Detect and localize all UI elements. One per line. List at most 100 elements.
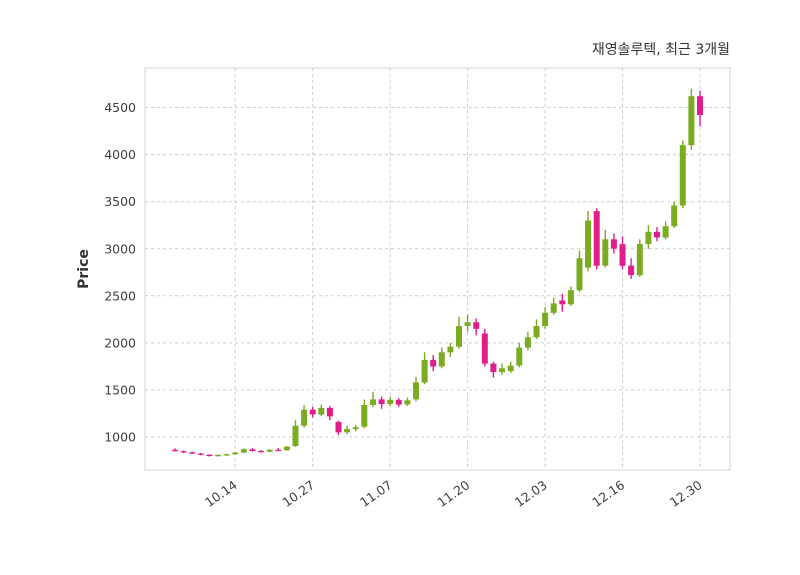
candle-body (301, 409, 308, 426)
candle-body (585, 220, 592, 268)
candle (490, 361, 497, 378)
candle-body (447, 346, 454, 353)
candle (559, 293, 566, 312)
candle (395, 398, 402, 407)
candle-body (697, 96, 703, 115)
candle-body (172, 449, 178, 452)
y-tick-label: 1000 (104, 430, 136, 445)
candle (697, 90, 703, 127)
y-tick-label: 2500 (104, 288, 136, 303)
candle-body (395, 399, 402, 405)
candle (387, 396, 394, 406)
candle-body (258, 451, 265, 453)
candle-body (662, 226, 669, 238)
candle-body (499, 368, 505, 373)
candle-body (413, 382, 419, 400)
candle-body (516, 347, 523, 366)
x-tick-label: 11.20 (434, 477, 472, 510)
candle-body (180, 451, 187, 453)
candle (352, 424, 359, 432)
candle-body (533, 326, 540, 338)
candle-body (654, 231, 660, 238)
candle-body (232, 452, 239, 455)
candle (189, 451, 196, 454)
candle-body (628, 265, 635, 276)
x-tick-label: 10.14 (202, 477, 240, 510)
candle (533, 319, 540, 340)
candle (550, 297, 557, 315)
x-tick-label: 12.16 (589, 477, 627, 510)
y-tick-label: 1500 (104, 383, 136, 398)
candle (473, 318, 480, 336)
candle (628, 258, 635, 279)
candle (249, 447, 256, 452)
candle (481, 328, 488, 367)
candle (438, 347, 445, 369)
candle-body (318, 407, 325, 415)
candle (232, 451, 239, 455)
candle (318, 404, 325, 416)
candle-body (335, 422, 342, 433)
candle (567, 286, 574, 306)
candle-body (490, 363, 497, 373)
candle (258, 450, 265, 453)
candle-body (645, 231, 652, 244)
candle (430, 355, 437, 372)
candle (344, 425, 351, 435)
candle (447, 342, 454, 357)
y-tick-label: 3000 (104, 241, 136, 256)
candle-body (473, 322, 480, 329)
candle (413, 376, 419, 402)
candle (645, 225, 652, 249)
candle (378, 396, 385, 409)
chart-title: 재영솔루텍, 최근 3개월 (592, 42, 730, 58)
candle-body (524, 337, 531, 348)
candle (275, 447, 282, 452)
candle (542, 307, 549, 329)
y-tick-label: 4000 (104, 147, 136, 162)
candle-body (309, 409, 316, 415)
candle-body (430, 359, 437, 367)
candle-body (610, 239, 617, 249)
y-tick-label: 2000 (104, 335, 136, 350)
candle-body (378, 399, 385, 405)
candle (266, 449, 273, 453)
candle (361, 399, 368, 429)
candle-body (636, 244, 643, 276)
candle-body (215, 454, 221, 457)
candle (654, 227, 660, 242)
candle-body (197, 453, 204, 455)
candle (335, 420, 342, 436)
y-axis-label: Price (76, 249, 92, 289)
candle-body (352, 427, 359, 430)
candle (206, 454, 213, 457)
candle (499, 363, 505, 375)
candle-body (387, 399, 394, 405)
candle-body (671, 205, 678, 227)
candle (688, 88, 695, 150)
x-tick-label: 12.03 (512, 477, 550, 510)
candle-body (326, 407, 333, 417)
candle-body (593, 211, 600, 266)
candle-body (292, 425, 299, 446)
candle (610, 233, 617, 254)
candle-body (189, 452, 196, 454)
candle-body (619, 244, 626, 266)
candle-body (679, 145, 686, 206)
candle (464, 314, 471, 332)
plot-root: 1000 1500 2000 2500 3000 3500 4000 4500 10.14 10.… (104, 67, 731, 510)
candle (619, 236, 626, 270)
candle-body (464, 322, 471, 326)
candle-body (223, 454, 230, 456)
candle-body (481, 333, 488, 364)
candle (507, 361, 514, 373)
candle-body (559, 300, 566, 305)
candle (671, 201, 678, 228)
candle-body (688, 96, 695, 146)
candle (593, 208, 600, 270)
candle (215, 454, 221, 457)
candle-body (344, 429, 351, 433)
candle-body (275, 449, 282, 452)
candle-body (602, 239, 609, 266)
